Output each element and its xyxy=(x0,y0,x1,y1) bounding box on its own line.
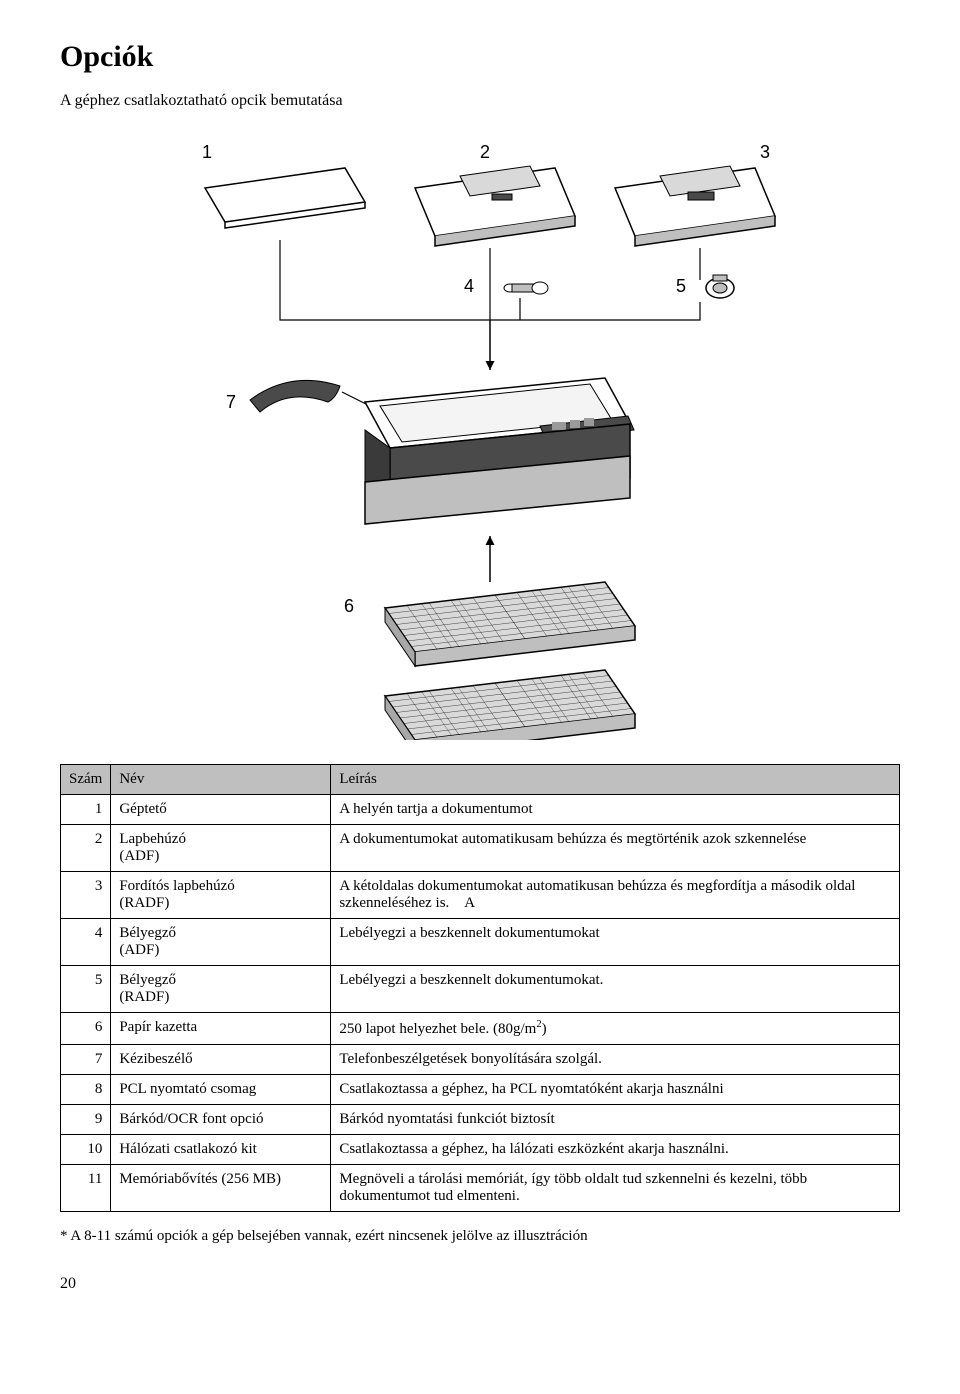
cell-num: 11 xyxy=(61,1165,111,1212)
svg-text:5: 5 xyxy=(676,276,686,296)
cell-desc: Megnöveli a tárolási memóriát, így több … xyxy=(331,1165,900,1212)
table-row: 7KézibeszélőTelefonbeszélgetések bonyolí… xyxy=(61,1045,900,1075)
cell-desc: Bárkód nyomtatási funkciót biztosít xyxy=(331,1105,900,1135)
cell-desc: Telefonbeszélgetések bonyolítására szolg… xyxy=(331,1045,900,1075)
svg-text:2: 2 xyxy=(480,142,490,162)
svg-text:4: 4 xyxy=(464,276,474,296)
table-row: 3Fordítós lapbehúzó(RADF)A kétoldalas do… xyxy=(61,872,900,919)
cell-num: 7 xyxy=(61,1045,111,1075)
cell-name: Papír kazetta xyxy=(111,1013,331,1045)
cell-num: 5 xyxy=(61,966,111,1013)
th-desc: Leírás xyxy=(331,765,900,795)
cell-num: 4 xyxy=(61,919,111,966)
cell-num: 8 xyxy=(61,1075,111,1105)
cell-name: Lapbehúzó(ADF) xyxy=(111,825,331,872)
cell-num: 9 xyxy=(61,1105,111,1135)
cell-name: Kézibeszélő xyxy=(111,1045,331,1075)
svg-text:3: 3 xyxy=(760,142,770,162)
cell-num: 1 xyxy=(61,795,111,825)
table-row: 9Bárkód/OCR font opcióBárkód nyomtatási … xyxy=(61,1105,900,1135)
table-row: 4Bélyegző(ADF)Lebélyegzi a beszkennelt d… xyxy=(61,919,900,966)
table-row: 6Papír kazetta250 lapot helyezhet bele. … xyxy=(61,1013,900,1045)
page-title: Opciók xyxy=(60,40,900,74)
table-row: 5Bélyegző(RADF)Lebélyegzi a beszkennelt … xyxy=(61,966,900,1013)
cell-name: Bélyegző(ADF) xyxy=(111,919,331,966)
footnote: * A 8-11 számú opciók a gép belsejében v… xyxy=(60,1228,900,1245)
cell-name: Géptető xyxy=(111,795,331,825)
svg-text:6: 6 xyxy=(344,596,354,616)
page-number: 20 xyxy=(60,1275,900,1293)
th-num: Szám xyxy=(61,765,111,795)
cell-desc: A dokumentumokat automatikusam behúzza é… xyxy=(331,825,900,872)
cell-desc: Csatlakoztassa a géphez, ha lálózati esz… xyxy=(331,1135,900,1165)
cell-desc: 250 lapot helyezhet bele. (80g/m2) xyxy=(331,1013,900,1045)
table-row: 2Lapbehúzó(ADF)A dokumentumokat automati… xyxy=(61,825,900,872)
cell-name: Bélyegző(RADF) xyxy=(111,966,331,1013)
page-subtitle: A géphez csatlakoztatható opcik bemutatá… xyxy=(60,92,900,110)
svg-text:1: 1 xyxy=(202,142,212,162)
cell-desc: A kétoldalas dokumentumokat automatikusa… xyxy=(331,872,900,919)
cell-desc: Lebélyegzi a beszkennelt dokumentumokat xyxy=(331,919,900,966)
cell-name: Hálózati csatlakozó kit xyxy=(111,1135,331,1165)
cell-name: Fordítós lapbehúzó(RADF) xyxy=(111,872,331,919)
cell-name: PCL nyomtató csomag xyxy=(111,1075,331,1105)
table-row: 11Memóriabővítés (256 MB)Megnöveli a tár… xyxy=(61,1165,900,1212)
cell-num: 2 xyxy=(61,825,111,872)
cell-num: 6 xyxy=(61,1013,111,1045)
cell-desc: Csatlakoztassa a géphez, ha PCL nyomtató… xyxy=(331,1075,900,1105)
th-name: Név xyxy=(111,765,331,795)
table-row: 1GéptetőA helyén tartja a dokumentumot xyxy=(61,795,900,825)
cell-desc: A helyén tartja a dokumentumot xyxy=(331,795,900,825)
options-table: Szám Név Leírás 1GéptetőA helyén tartja … xyxy=(60,764,900,1212)
cell-name: Bárkód/OCR font opció xyxy=(111,1105,331,1135)
cell-name: Memóriabővítés (256 MB) xyxy=(111,1165,331,1212)
cell-num: 10 xyxy=(61,1135,111,1165)
table-row: 10Hálózati csatlakozó kitCsatlakoztassa … xyxy=(61,1135,900,1165)
options-diagram: 1 2 3 4 5 7 6 xyxy=(60,130,900,740)
table-row: 8PCL nyomtató csomagCsatlakoztassa a gép… xyxy=(61,1075,900,1105)
cell-num: 3 xyxy=(61,872,111,919)
svg-text:7: 7 xyxy=(226,392,236,412)
cell-desc: Lebélyegzi a beszkennelt dokumentumokat. xyxy=(331,966,900,1013)
